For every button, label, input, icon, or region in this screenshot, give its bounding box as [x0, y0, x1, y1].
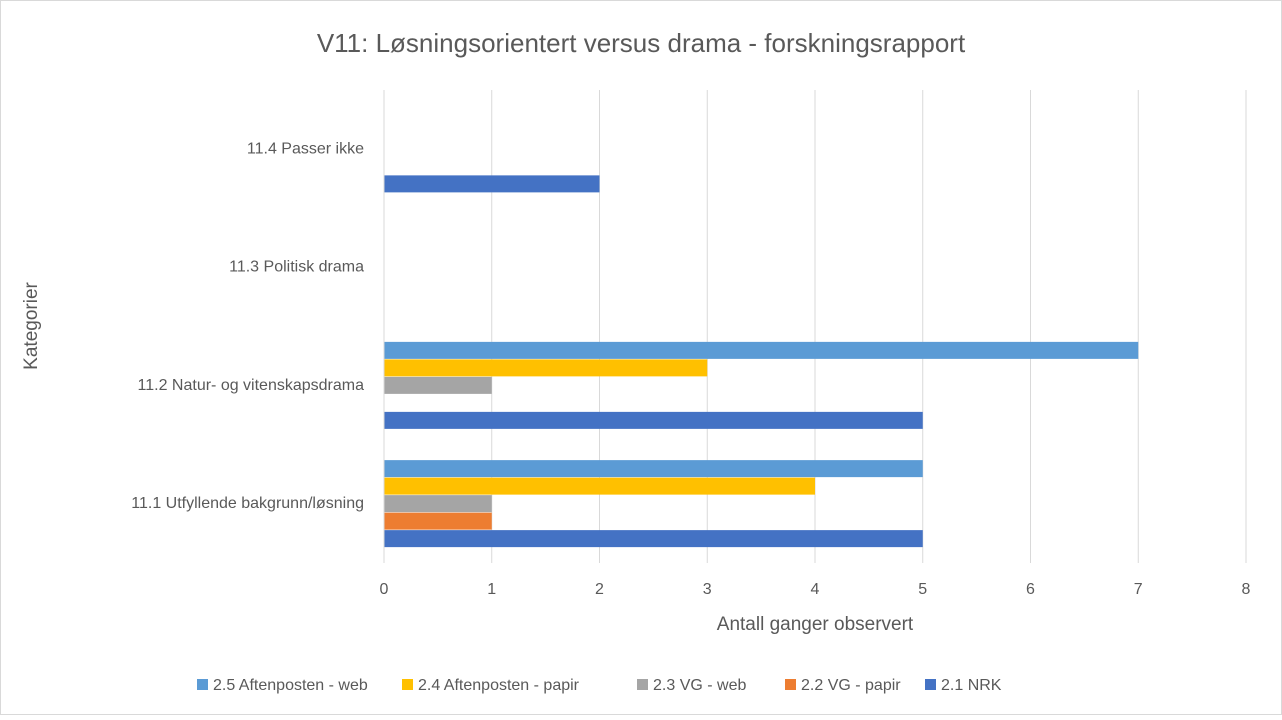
x-tick-label: 1 [487, 581, 496, 598]
legend-label: 2.4 Aftenposten - papir [418, 677, 580, 694]
x-tick-label: 0 [380, 581, 389, 598]
x-tick-label: 7 [1134, 581, 1143, 598]
y-tick-label: 11.2 Natur- og vitenskapsdrama [138, 377, 365, 394]
x-tick-label: 3 [703, 581, 712, 598]
bar [384, 411, 923, 429]
y-tick-label: 11.1 Utfyllende bakgrunn/løsning [131, 495, 364, 512]
x-tick-label: 2 [595, 581, 604, 598]
x-tick-label: 5 [918, 581, 927, 598]
legend-label: 2.1 NRK [941, 677, 1002, 694]
x-tick-label: 8 [1242, 581, 1251, 598]
bar [384, 460, 923, 478]
y-axis-label: Kategorier [21, 282, 42, 370]
bar [384, 495, 492, 513]
bar [384, 175, 600, 193]
y-tick-label: 11.3 Politisk drama [229, 259, 364, 276]
x-tick-label: 6 [1026, 581, 1035, 598]
legend-swatch [925, 679, 936, 690]
legend-label: 2.2 VG - papir [801, 677, 901, 694]
bar [384, 341, 1139, 359]
x-tick-label: 4 [811, 581, 820, 598]
bar [384, 512, 492, 530]
legend-label: 2.3 VG - web [653, 677, 746, 694]
bar [384, 376, 492, 394]
legend-swatch [785, 679, 796, 690]
legend-label: 2.5 Aftenposten - web [213, 677, 368, 694]
legend-swatch [637, 679, 648, 690]
chart-title: V11: Løsningsorientert versus drama - fo… [317, 28, 966, 58]
legend-swatch [402, 679, 413, 690]
legend-swatch [197, 679, 208, 690]
bar [384, 359, 708, 377]
x-axis-label: Antall ganger observert [717, 614, 914, 635]
bar [384, 530, 923, 548]
bar [384, 477, 815, 495]
y-tick-label: 11.4 Passer ikke [247, 140, 364, 157]
